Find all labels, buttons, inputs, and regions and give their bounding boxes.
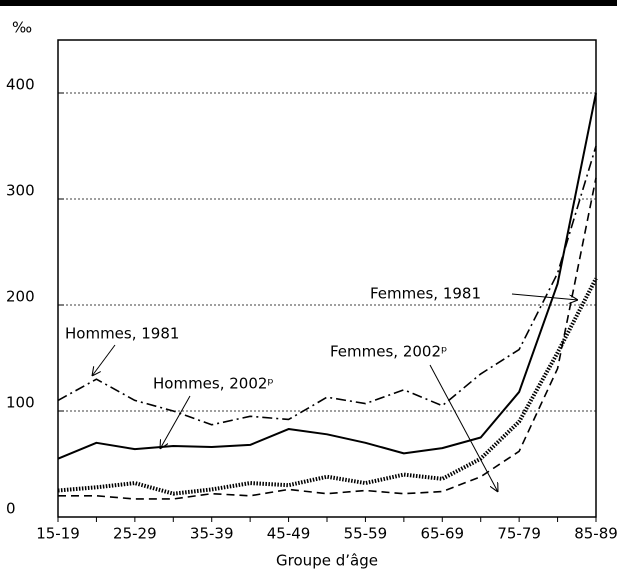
y-axis-label: ‰ — [12, 19, 32, 37]
x-tick-label: 85-89 — [574, 525, 617, 543]
plot-frame — [57, 39, 597, 518]
x-axis-label: Groupe d’âge — [276, 552, 378, 570]
series-line — [57, 92, 597, 460]
annotation: Hommes, 1981 — [65, 325, 179, 343]
annotation: Femmes, 1981 — [370, 285, 481, 303]
series-line — [58, 177, 597, 500]
series-line — [57, 277, 598, 496]
x-tick-label: 25-29 — [113, 525, 157, 543]
x-tick-label: 35-39 — [190, 525, 234, 543]
y-tick-label: 0 — [6, 500, 16, 518]
x-tick-label: 75-79 — [497, 525, 541, 543]
y-tick-label: 100 — [6, 394, 35, 412]
annotation: Femmes, 2002ᵖ — [330, 343, 447, 361]
top-bar — [0, 0, 617, 6]
y-tick-label: 300 — [6, 182, 35, 200]
x-tick-label: 15-19 — [36, 525, 80, 543]
x-tick-label: 65-69 — [420, 525, 464, 543]
y-tick-label: 200 — [6, 288, 35, 306]
x-tick-label: 55-59 — [344, 525, 388, 543]
annotation-arrow — [511, 293, 578, 300]
x-tick-label: 45-49 — [267, 525, 311, 543]
annotation-arrow — [92, 344, 116, 376]
annotation-arrow — [160, 395, 191, 449]
series-line — [57, 145, 597, 426]
y-tick-label: 400 — [6, 76, 35, 94]
annotation: Hommes, 2002ᵖ — [153, 375, 274, 393]
annotation-arrow — [429, 364, 498, 492]
